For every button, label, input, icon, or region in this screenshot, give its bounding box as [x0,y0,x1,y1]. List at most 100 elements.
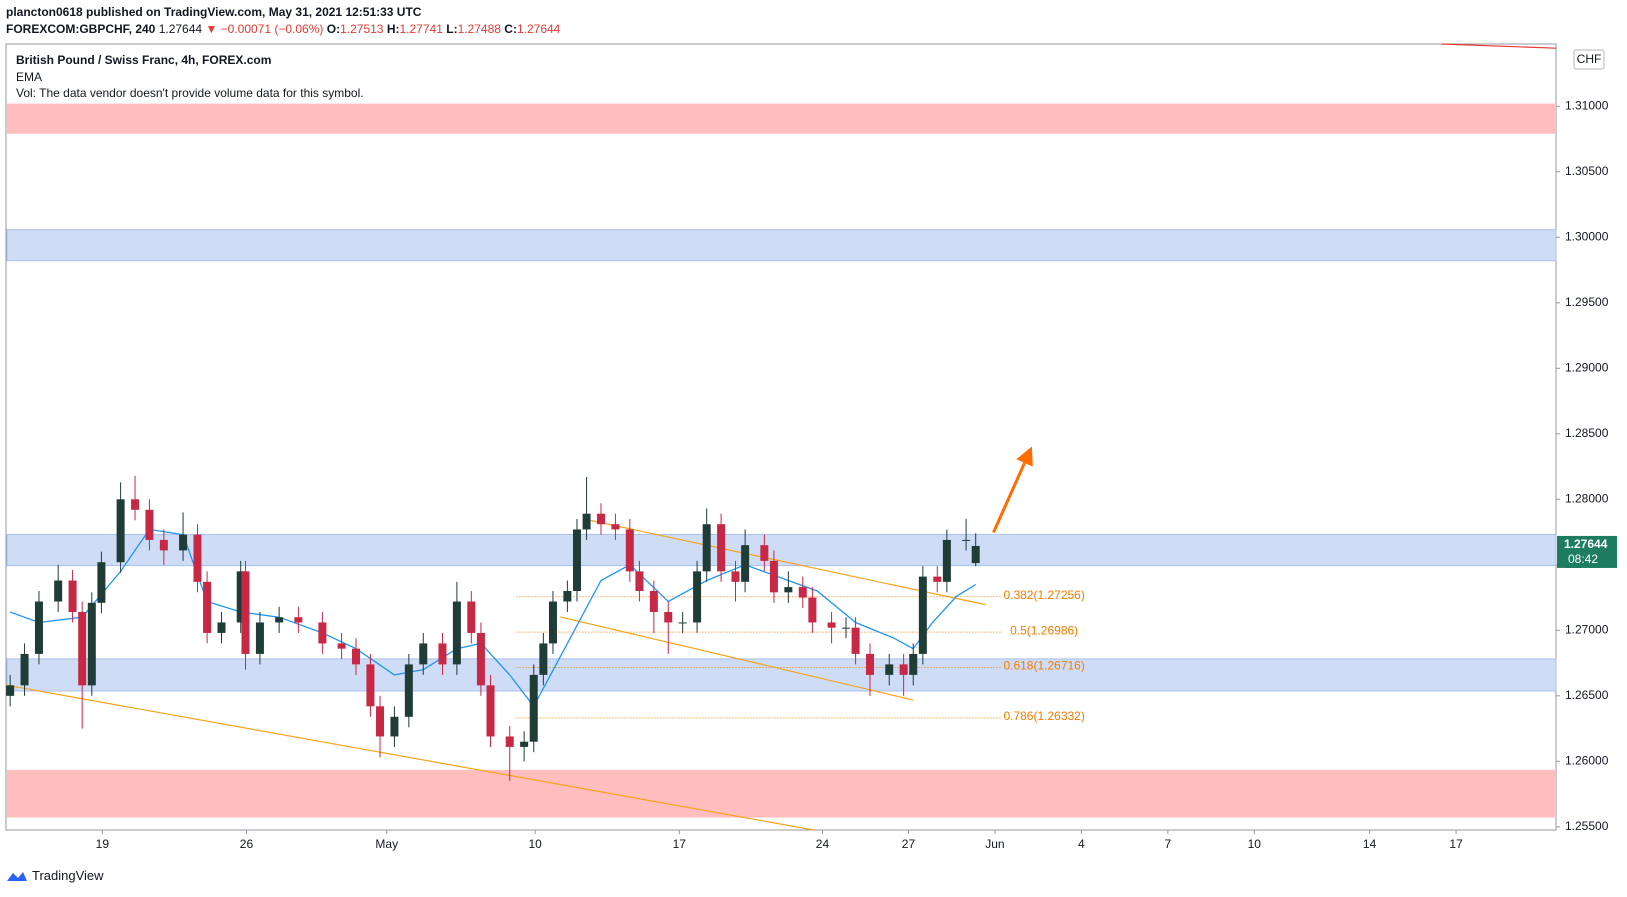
trend-line [560,616,914,701]
last: 1.27644 [158,22,203,36]
candle-body [131,499,140,510]
candle-body [376,706,385,737]
trend-line [586,519,986,606]
x-tick-label: 10 [1248,837,1262,851]
candle-body [366,664,375,707]
candle-body [352,648,361,665]
candle-body [563,591,572,602]
candle-body [808,597,817,623]
x-tick-label: 27 [902,837,916,851]
candle-body [851,627,860,654]
candle-body [899,664,908,675]
l-value: 1.27488 [457,22,501,36]
candle-body [597,513,606,525]
candle-body [971,545,980,564]
x-tick-label: 7 [1165,837,1172,851]
candle-body [885,664,894,675]
x-tick-label: May [375,837,398,851]
y-tick-label: 1.25500 [1565,819,1609,833]
change: ▼ −0.00071 (−0.06%) [205,22,324,36]
candle-body [203,581,212,633]
header: plancton0618 published on TradingView.co… [6,4,560,38]
candle-body [68,580,77,612]
candle-body [731,571,740,582]
candle-body [87,602,96,686]
logo [7,871,27,881]
y-tick-label: 1.30000 [1565,229,1609,243]
x-tick-label: 19 [96,837,110,851]
candle-body [486,685,495,737]
candle-body [452,601,461,665]
candle-body [918,576,927,654]
legend-vol: Vol: The data vendor doesn't provide vol… [16,86,364,100]
legend-title: British Pound / Swiss Franc, 4h, FOREX.c… [16,53,272,67]
candle-body [611,524,620,530]
candle-body [255,622,264,654]
c-value: 1.27644 [516,22,561,36]
candle-body [664,611,673,623]
candle-body [467,601,476,633]
y-tick-label: 1.29000 [1565,360,1609,374]
zone [6,533,1557,567]
c-label: C: [504,22,517,36]
zone [7,103,1556,134]
candle-body [294,617,303,623]
legend: British Pound / Swiss Franc, 4h, FOREX.c… [16,52,364,102]
x-tick-label: 10 [529,837,543,851]
candle-body [548,601,557,644]
zone [6,658,1557,692]
zone [7,769,1556,818]
fib-label: 0.786(1.26332) [1003,709,1084,723]
fib-label: 0.618(1.26716) [1003,659,1084,673]
currency: CHF [1577,52,1602,66]
trend-line [5,684,815,831]
candle-body [784,587,793,593]
candle-body [145,509,154,540]
y-tick-label: 1.27000 [1565,622,1609,636]
y-tick-label: 1.31000 [1565,98,1609,112]
legend-ema: EMA [16,69,43,84]
candle-body [909,653,918,675]
candle-body [505,736,514,747]
publish-line: plancton0618 published on TradingView.co… [6,4,560,21]
y-tick-label: 1.28500 [1565,426,1609,440]
symbol-line: FOREXCOM:GBPCHF, 240 1.27644 ▼ −0.00071 … [6,21,560,38]
candle-body [78,611,87,686]
candle-body [337,643,346,649]
fib-label: 0.382(1.27256) [1003,588,1084,602]
x-tick-label: Jun [985,837,1004,851]
x-tick-label: 24 [816,837,830,851]
candle-body [798,587,807,598]
candle-body [179,534,188,551]
arrow-head [1016,446,1033,467]
candle-body [476,632,485,686]
currency-box [1573,49,1605,70]
candle-body [760,545,769,561]
candle-body [582,513,591,530]
candle-body [275,617,284,623]
candle-body [6,685,15,696]
candle-body [318,622,327,644]
candle-body [159,539,168,551]
y-tick-label: 1.30500 [1565,164,1609,178]
candle-body [769,560,778,593]
brand: TradingView [32,868,104,883]
candle-body [942,539,951,582]
h-value: 1.27741 [399,22,443,36]
candle-body [236,571,245,623]
zone [6,229,1557,262]
candle-body [419,643,428,665]
candle-body [404,664,413,717]
h-label: H: [386,22,400,36]
candle-body [717,524,726,572]
trend-line [1441,43,1557,49]
candle-body [217,622,226,633]
o-value: 1.27513 [340,22,384,36]
footer: TradingView [6,868,104,883]
candle-body [54,580,63,602]
candle-body [702,524,711,572]
candle-body [572,529,581,592]
candle-body [529,674,538,742]
